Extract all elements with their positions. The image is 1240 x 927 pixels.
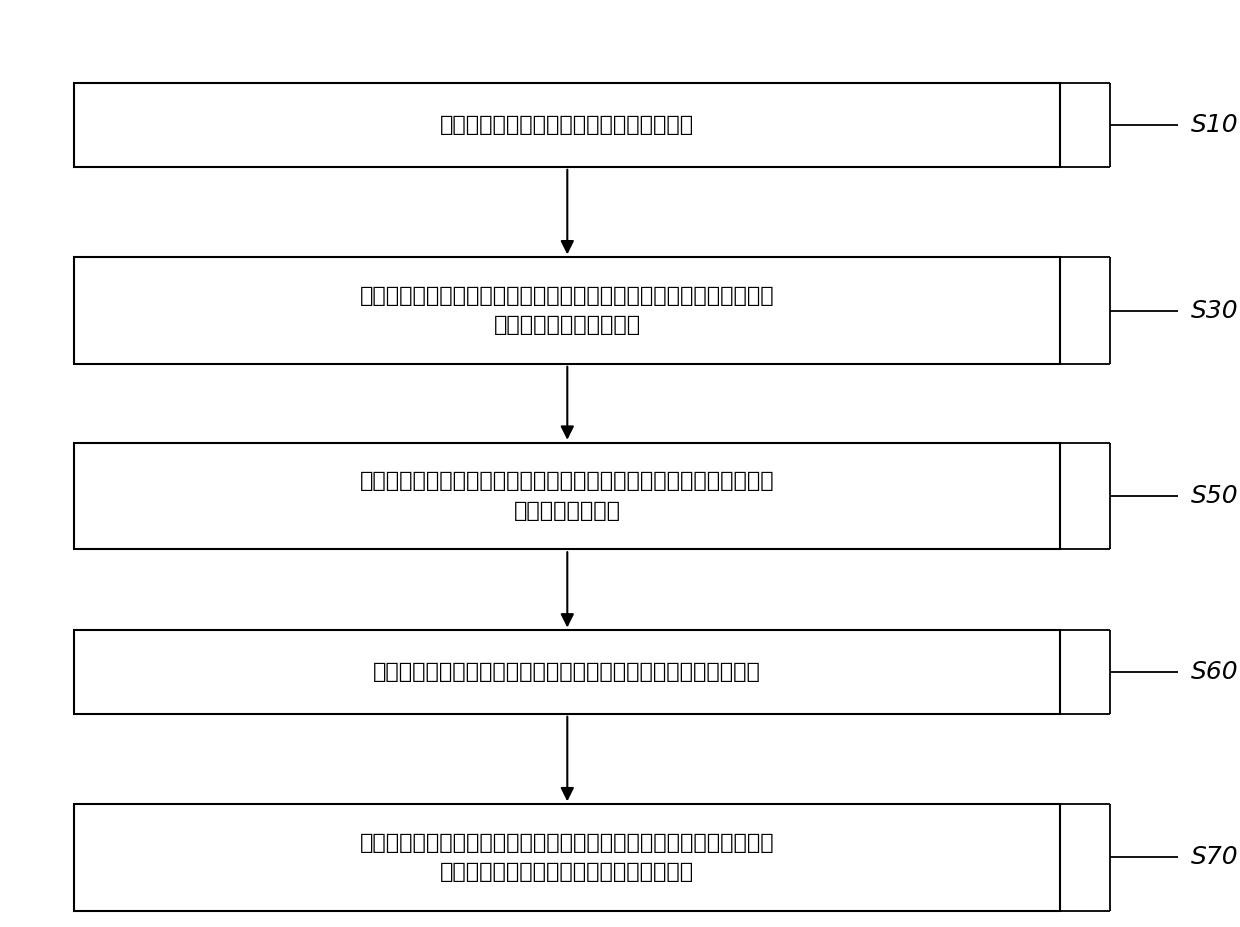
Text: 连结构以形成微互连焊点: 连结构以形成微互连焊点 [494, 315, 641, 336]
Text: S50: S50 [1190, 484, 1238, 508]
Text: S30: S30 [1190, 298, 1238, 323]
Bar [74, 804, 1060, 910]
Text: 将多个最小单元菊花链互连结构使用导线串联得到菊花链串联电路: 将多个最小单元菊花链互连结构使用导线串联得到菊花链串联电路 [373, 662, 761, 682]
Text: 连焊点的应力约束: 连焊点的应力约束 [513, 501, 621, 521]
Bar [74, 630, 1060, 714]
Bar [74, 83, 1060, 167]
Text: S70: S70 [1190, 845, 1238, 870]
Text: 将最小单元菊花链互连结构固定在绝缘的硬质测试夹具上以形成对微互: 将最小单元菊花链互连结构固定在绝缘的硬质测试夹具上以形成对微互 [360, 471, 775, 491]
Text: 将硬质测试夹具放置于应力测试环境中，采集菊花链串联电路的电参数: 将硬质测试夹具放置于应力测试环境中，采集菊花链串联电路的电参数 [360, 832, 775, 853]
Bar [74, 257, 1060, 364]
Text: S60: S60 [1190, 660, 1238, 684]
Text: S10: S10 [1190, 113, 1238, 137]
Text: 将焊料和最小单元线路板采用二次回流的方式组装成最小单元菊花链互: 将焊料和最小单元线路板采用二次回流的方式组装成最小单元菊花链互 [360, 286, 775, 306]
Text: ，以根据电参数评价微互连焊点的疲劳寿命: ，以根据电参数评价微互连焊点的疲劳寿命 [440, 862, 694, 883]
Text: 根据待评价器件制备焊料和最小单元线路板: 根据待评价器件制备焊料和最小单元线路板 [440, 115, 694, 135]
Bar [74, 442, 1060, 549]
